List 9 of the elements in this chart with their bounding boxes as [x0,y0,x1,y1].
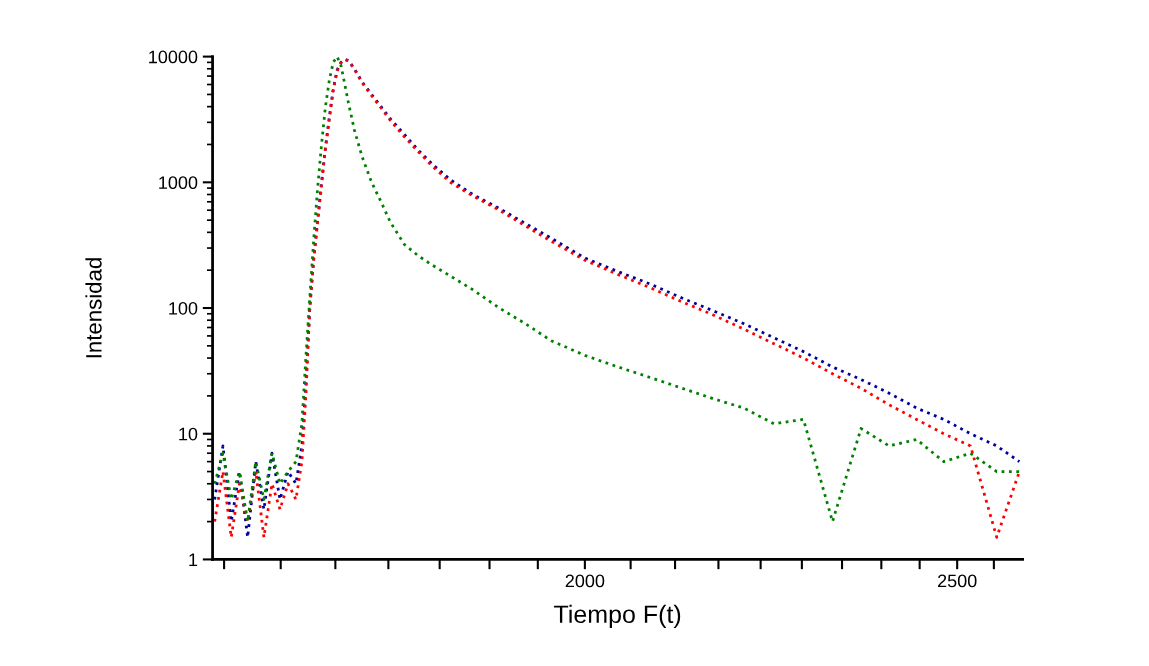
y-tick-label: 10 [179,427,198,441]
y-tick-label: 1000 [159,176,198,190]
y-tick-label: 1 [189,553,198,566]
y-tick-label: 100 [169,301,198,315]
x-tick-label: 2500 [938,574,977,588]
x-axis-title: Tiempo F(t) [554,604,681,629]
x-tick-label: 2000 [565,574,605,588]
y-tick-label: 10000 [149,50,198,64]
y-axis-title: Intensidad [85,258,102,358]
